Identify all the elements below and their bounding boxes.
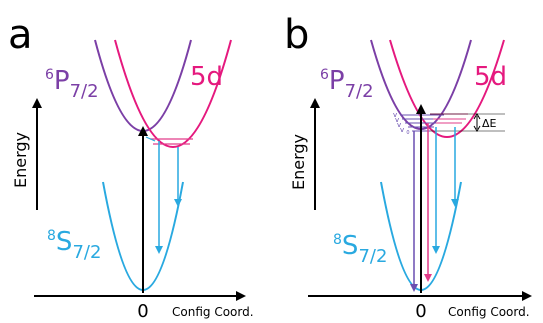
panel-a-relaxation-line	[145, 136, 156, 142]
panel-b-config-label: Config Coord.	[448, 305, 530, 319]
panel-b-energy-label: Energy	[289, 134, 308, 190]
panel-b-letter: b	[284, 12, 309, 58]
panel-a-config-label: Config Coord.	[172, 305, 254, 319]
panel-b-vib-labels: v v v v 0	[393, 111, 410, 136]
panel-b-delta-arrow-down	[473, 125, 481, 132]
panel-b: b Energy 0 Config Coord. ΔE	[284, 12, 532, 322]
panel-a-letter: a	[8, 12, 33, 58]
panel-a-d-parabola	[114, 39, 232, 148]
panel-b-p-state-label: 6P7/2	[320, 66, 374, 102]
panel-b-ground-state-label: 8S7/2	[333, 231, 387, 267]
panel-a-ground-state-label: 8S7/2	[47, 227, 101, 263]
panel-a-d-state-label: 5d	[190, 62, 223, 92]
panel-a: a Energy 0 Config Coord. 6P7/2 5d 8S7/2	[8, 12, 254, 322]
panel-b-delta-label: ΔE	[482, 117, 497, 130]
panel-b-zero-tick: 0	[415, 301, 426, 322]
panel-a-energy-label: Energy	[11, 132, 30, 188]
panel-b-d-state-label: 5d	[474, 62, 507, 92]
panel-b-d-parabola	[389, 39, 505, 138]
panel-a-zero-tick: 0	[137, 301, 148, 322]
panel-b-delta-arrow-up	[473, 113, 481, 120]
panel-a-p-state-label: 6P7/2	[45, 66, 99, 102]
